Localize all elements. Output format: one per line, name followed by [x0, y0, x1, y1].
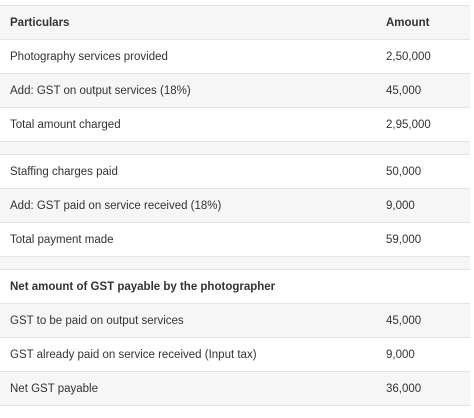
row: Net GST payable 36,000 — [0, 371, 470, 406]
row: GST to be paid on output services 45,000 — [0, 303, 470, 338]
row: Staffing charges paid 50,000 — [0, 154, 470, 189]
cell: 36,000 — [377, 371, 470, 406]
cell: 2,95,000 — [377, 107, 470, 142]
cell: Photography services provided — [0, 39, 377, 74]
cell: 45,000 — [377, 303, 470, 338]
cell: Net GST payable — [0, 371, 377, 406]
gst-table: Particulars Amount Photography services … — [0, 5, 470, 406]
cell: 9,000 — [377, 188, 470, 223]
row: Add: GST on output services (18%) 45,000 — [0, 73, 470, 108]
row: Photography services provided 2,50,000 — [0, 39, 470, 74]
header-row: Particulars Amount — [0, 5, 470, 40]
header-cell: Particulars — [0, 5, 377, 40]
spacer-row — [0, 141, 470, 155]
cell: GST already paid on service received (In… — [0, 337, 377, 372]
cell: 59,000 — [377, 222, 470, 257]
row: Total amount charged 2,95,000 — [0, 107, 470, 142]
cell: Total amount charged — [0, 107, 377, 142]
cell: GST to be paid on output services — [0, 303, 377, 338]
cell: 9,000 — [377, 337, 470, 372]
row: Add: GST paid on service received (18%) 9… — [0, 188, 470, 223]
header-cell: Amount — [377, 5, 470, 40]
row: Total payment made 59,000 — [0, 222, 470, 257]
cell: Total payment made — [0, 222, 377, 257]
cell: Staffing charges paid — [0, 154, 377, 189]
cell: 50,000 — [377, 154, 470, 189]
cell: Add: GST paid on service received (18%) — [0, 188, 377, 223]
section-heading-row: Net amount of GST payable by the photogr… — [0, 269, 470, 304]
section-heading: Net amount of GST payable by the photogr… — [0, 269, 377, 304]
spacer-row — [0, 256, 470, 270]
row: GST already paid on service received (In… — [0, 337, 470, 372]
cell: 45,000 — [377, 73, 470, 108]
cell: Add: GST on output services (18%) — [0, 73, 377, 108]
cell: 2,50,000 — [377, 39, 470, 74]
